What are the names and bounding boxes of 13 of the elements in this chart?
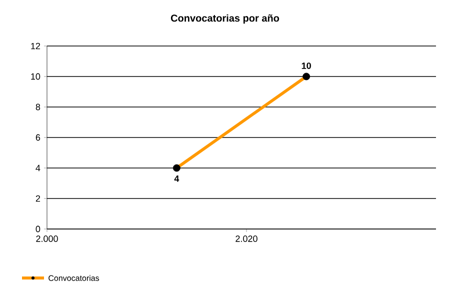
data-label: 4 [174,176,180,182]
y-tick-label: 0 [36,226,40,232]
x-tick-label: 2.020 [236,236,258,242]
data-label: 10 [302,62,311,69]
y-tick-label: 2 [36,195,40,202]
chart-title: Convocatorias por año [170,14,280,24]
y-tick-label: 8 [36,104,40,110]
x-tick-label: 2.000 [36,236,58,242]
y-tick-label: 12 [31,42,40,50]
legend-label: Convocatorias [48,275,100,281]
y-tick-label: 4 [36,164,40,172]
y-tick-label: 6 [36,134,40,141]
y-tick-label: 10 [31,73,40,80]
